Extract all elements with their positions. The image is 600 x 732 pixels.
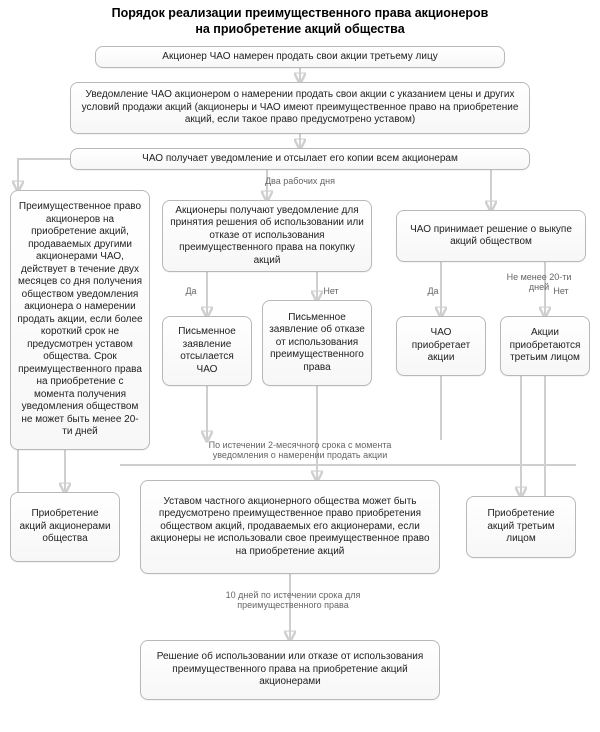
flow-node-n11: Приобретение акций акционерами общества [10, 492, 120, 562]
edge-4 [18, 159, 70, 190]
edge-label-l4: Да [418, 286, 448, 296]
flowchart-canvas: Порядок реализации преимущественного пра… [0, 0, 600, 732]
flow-node-n9: ЧАО приобретает акции [396, 316, 486, 376]
edge-label-l1: Два рабочих дня [250, 176, 350, 186]
edge-label-l6: Нет [546, 286, 576, 296]
diagram-title: Порядок реализации преимущественного пра… [0, 6, 600, 37]
flow-node-n7: Письменное заявление отсылается ЧАО [162, 316, 252, 386]
flow-node-n8: Письменное заявление об отказе от исполь… [262, 300, 372, 386]
flow-node-n3: ЧАО получает уведомление и отсылает его … [70, 148, 530, 170]
flow-node-n14: Решение об использовании или отказе от и… [140, 640, 440, 700]
flow-node-n1: Акционер ЧАО намерен продать свои акции … [95, 46, 505, 68]
flow-node-n2: Уведомление ЧАО акционером о намерении п… [70, 82, 530, 134]
edge-label-l7: По истечении 2-месячного срока с момента… [180, 440, 420, 461]
flow-node-n6: ЧАО принимает решение о выкупе акций общ… [396, 210, 586, 262]
edge-label-l2: Да [176, 286, 206, 296]
flow-node-n12: Уставом частного акционерного общества м… [140, 480, 440, 574]
flow-node-n4: Преимущественное право акционеров на при… [10, 190, 150, 450]
flow-node-n13: Приобретение акций третьим лицом [466, 496, 576, 558]
edge-label-l8: 10 дней по истечении срока для преимущес… [208, 590, 378, 611]
flow-node-n5: Акционеры получают уведомление для приня… [162, 200, 372, 272]
flow-node-n10: Акции приобретаются третьим лицом [500, 316, 590, 376]
edge-label-l3: Нет [316, 286, 346, 296]
